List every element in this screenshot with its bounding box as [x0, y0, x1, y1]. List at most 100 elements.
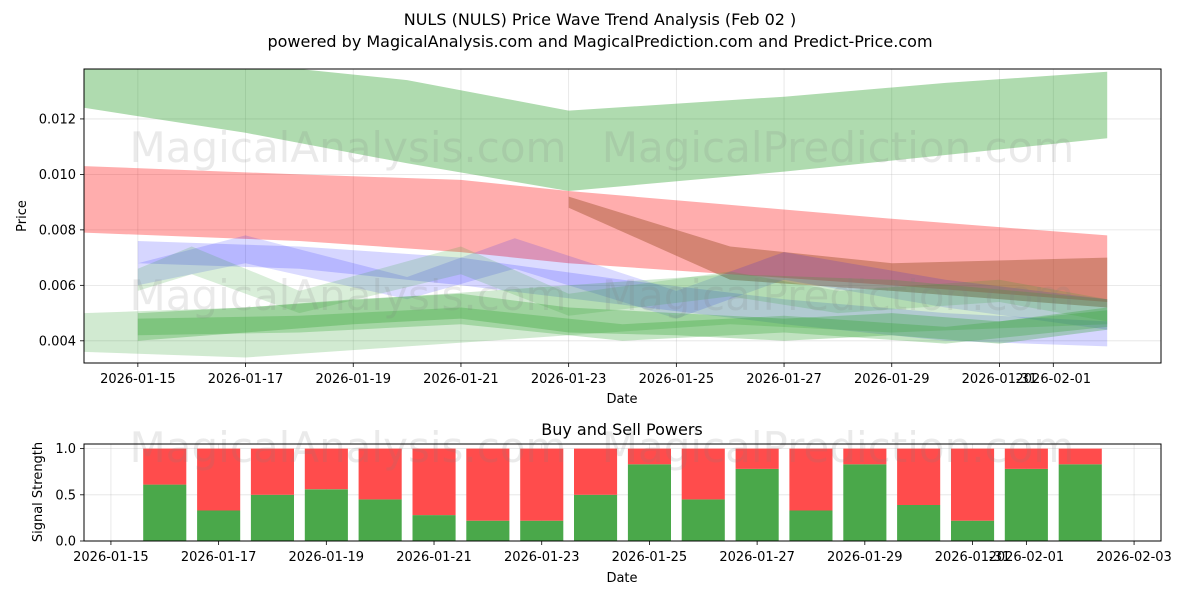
watermark-analysis-bottom: MagicalAnalysis.com — [130, 423, 567, 472]
blue-band-1 — [137, 241, 1108, 347]
signal-y-ticks: 0.0 0.5 1.0 — [55, 442, 84, 550]
green-wave-1 — [137, 246, 1108, 322]
signal-x-tick-label: 2026-01-23 — [504, 550, 580, 565]
price-x-tick-label: 2026-01-21 — [423, 372, 499, 387]
signal-x-tick-label: 2026-02-01 — [989, 550, 1065, 565]
signal-x-tick-label: 2026-01-25 — [612, 550, 688, 565]
buy-bar — [358, 499, 402, 541]
sell-bar — [250, 448, 294, 495]
sell-bar — [574, 448, 618, 495]
buy-bar — [951, 520, 995, 541]
sell-bar — [412, 448, 456, 516]
price-watermarks: MagicalAnalysis.com MagicalPrediction.co… — [130, 123, 1075, 320]
signal-bars — [143, 448, 1102, 541]
signal-x-tick-label: 2026-01-19 — [289, 550, 365, 565]
price-grid — [84, 69, 1161, 363]
watermark-prediction-mid: MagicalPrediction.com — [602, 271, 1075, 320]
buy-bar — [412, 515, 456, 541]
chart-subtitle: powered by MagicalAnalysis.com and Magic… — [267, 32, 932, 51]
price-x-tick-label: 2026-01-31 — [962, 372, 1038, 387]
signal-y-tick-label: 1.0 — [55, 442, 76, 457]
sell-bar — [735, 448, 779, 469]
blue-band-2 — [137, 235, 1108, 330]
price-plot-frame — [83, 68, 1162, 364]
signal-x-ticks: 2026-01-15 2026-01-17 2026-01-19 2026-01-21… — [73, 541, 1172, 565]
sell-bar — [789, 448, 833, 511]
signal-x-tick-label: 2026-01-17 — [181, 550, 257, 565]
buy-bar — [466, 520, 510, 541]
price-x-tick-label: 2026-01-23 — [531, 372, 607, 387]
sell-bar — [466, 448, 510, 521]
sell-bar — [1004, 448, 1048, 469]
buy-bar — [143, 484, 187, 541]
price-y-axis-label: Price — [15, 200, 30, 232]
buy-bar — [627, 464, 671, 541]
signal-y-axis-label: Signal Strength — [31, 442, 46, 542]
price-y-tick-label: 0.006 — [39, 279, 76, 294]
buy-bar — [520, 520, 564, 541]
signal-plot-frame — [83, 443, 1162, 542]
watermark-analysis-top: MagicalAnalysis.com — [130, 123, 567, 172]
green-wave-3 — [137, 293, 1108, 344]
sell-bar — [143, 448, 187, 485]
buy-bar — [735, 468, 779, 541]
buy-bar — [897, 505, 941, 541]
signal-chart-title: Buy and Sell Powers — [541, 420, 703, 439]
buy-bar — [250, 494, 294, 541]
sell-bar — [1058, 448, 1102, 465]
signal-x-tick-label: 2026-01-15 — [73, 550, 149, 565]
buy-bar — [1058, 464, 1102, 541]
sell-bar — [304, 448, 348, 490]
watermark-prediction-bottom: MagicalPrediction.com — [602, 423, 1075, 472]
price-y-tick-label: 0.010 — [39, 168, 76, 183]
sell-bar — [897, 448, 941, 505]
sell-bar — [197, 448, 241, 511]
price-y-ticks: 0.004 0.006 0.008 0.010 0.012 — [39, 112, 84, 349]
price-y-tick-label: 0.008 — [39, 223, 76, 238]
price-chart: MagicalAnalysis.com MagicalPrediction.co… — [15, 68, 1162, 407]
chart-title: NULS (NULS) Price Wave Trend Analysis (F… — [404, 10, 797, 29]
price-plot-background — [84, 69, 1161, 363]
buy-bar — [681, 499, 725, 541]
price-x-tick-label: 2026-01-27 — [746, 372, 822, 387]
price-x-tick-label: 2026-02-01 — [1016, 372, 1092, 387]
price-x-axis-label: Date — [606, 392, 637, 407]
red-band — [84, 166, 1108, 302]
signal-x-tick-label: 2026-01-31 — [935, 550, 1011, 565]
sell-bar — [681, 448, 725, 500]
green-upper-band — [84, 69, 1108, 191]
price-x-ticks: 2026-01-15 2026-01-17 2026-01-19 2026-01-21… — [100, 363, 1091, 387]
watermark-analysis-mid: MagicalAnalysis.com — [130, 271, 567, 320]
signal-x-tick-label: 2026-01-29 — [827, 550, 903, 565]
sell-bar — [520, 448, 564, 521]
buy-bar — [1004, 468, 1048, 541]
green-wave-4 — [137, 307, 1108, 344]
sell-bar — [358, 448, 402, 500]
price-bands — [84, 69, 1108, 358]
buy-bar — [843, 464, 887, 541]
watermark-prediction-top: MagicalPrediction.com — [602, 123, 1075, 172]
buy-bar — [197, 510, 241, 541]
signal-x-tick-label: 2026-01-27 — [719, 550, 795, 565]
price-y-tick-label: 0.012 — [39, 112, 76, 127]
signal-watermarks: MagicalAnalysis.com MagicalPrediction.co… — [130, 423, 1075, 472]
price-x-tick-label: 2026-01-15 — [100, 372, 176, 387]
sell-bar — [843, 448, 887, 465]
price-y-tick-label: 0.004 — [39, 334, 76, 349]
price-x-tick-label: 2026-01-29 — [854, 372, 930, 387]
signal-chart: Buy and Sell Powers MagicalAnalysis.com … — [31, 420, 1172, 586]
signal-x-tick-label: 2026-02-03 — [1096, 550, 1172, 565]
buy-bar — [304, 489, 348, 541]
signal-x-tick-label: 2026-01-21 — [396, 550, 472, 565]
price-x-tick-label: 2026-01-17 — [208, 372, 284, 387]
buy-bar — [789, 510, 833, 541]
buy-bar — [574, 494, 618, 541]
signal-x-axis-label: Date — [606, 571, 637, 586]
price-x-tick-label: 2026-01-19 — [315, 372, 391, 387]
sell-bar — [951, 448, 995, 521]
green-wave-2 — [84, 274, 1108, 358]
brown-band — [568, 196, 1108, 308]
signal-y-tick-label: 0.0 — [55, 535, 76, 550]
sell-bar — [627, 448, 671, 465]
